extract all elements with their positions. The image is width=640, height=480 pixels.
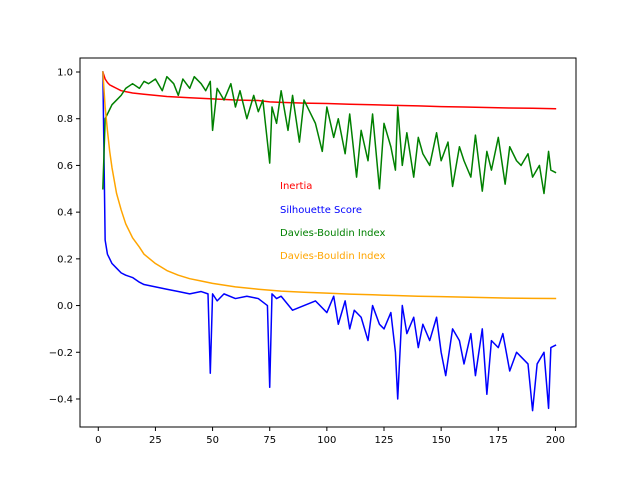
x-axis: 0 25 50 75 100 125 150 175 200 [95,427,565,446]
series-line-davies-bouldin-orange [102,71,557,300]
legend-label-inertia: Inertia [280,181,312,192]
y-tick-label: 1.0 [57,68,73,79]
y-tick-label: 0.8 [57,114,73,125]
legend-label-silhouette: Silhouette Score [280,205,362,216]
x-tick-label: 25 [149,435,162,446]
axes-frame [79,57,577,428]
legend-label-davies-bouldin-green: Davies-Bouldin Index [280,228,385,239]
legend: Inertia Silhouette Score Davies-Bouldin … [280,181,385,262]
x-tick-label: 100 [317,435,336,446]
x-tick-label: 150 [432,435,451,446]
y-tick-label: −0.2 [49,348,73,359]
x-tick-label: 0 [95,435,101,446]
x-tick-label: 175 [489,435,508,446]
y-tick-label: 0.0 [57,301,73,312]
series-layer [101,71,557,412]
series-line-davies-bouldin-green [102,75,557,195]
y-tick-label: 0.4 [57,208,73,219]
y-tick-label: 0.2 [57,254,73,265]
legend-label-davies-bouldin-orange: Davies-Bouldin Index [280,251,385,262]
y-tick-label: 0.6 [57,161,73,172]
x-tick-label: 200 [546,435,565,446]
series-line-inertia [101,71,557,110]
x-tick-label: 75 [263,435,276,446]
series-line-silhouette-score [102,71,557,412]
x-tick-label: 50 [206,435,219,446]
x-tick-label: 125 [374,435,393,446]
y-axis: −0.4 −0.2 0.0 0.2 0.4 0.6 0.8 1.0 [49,68,80,405]
y-tick-label: −0.4 [49,394,73,405]
